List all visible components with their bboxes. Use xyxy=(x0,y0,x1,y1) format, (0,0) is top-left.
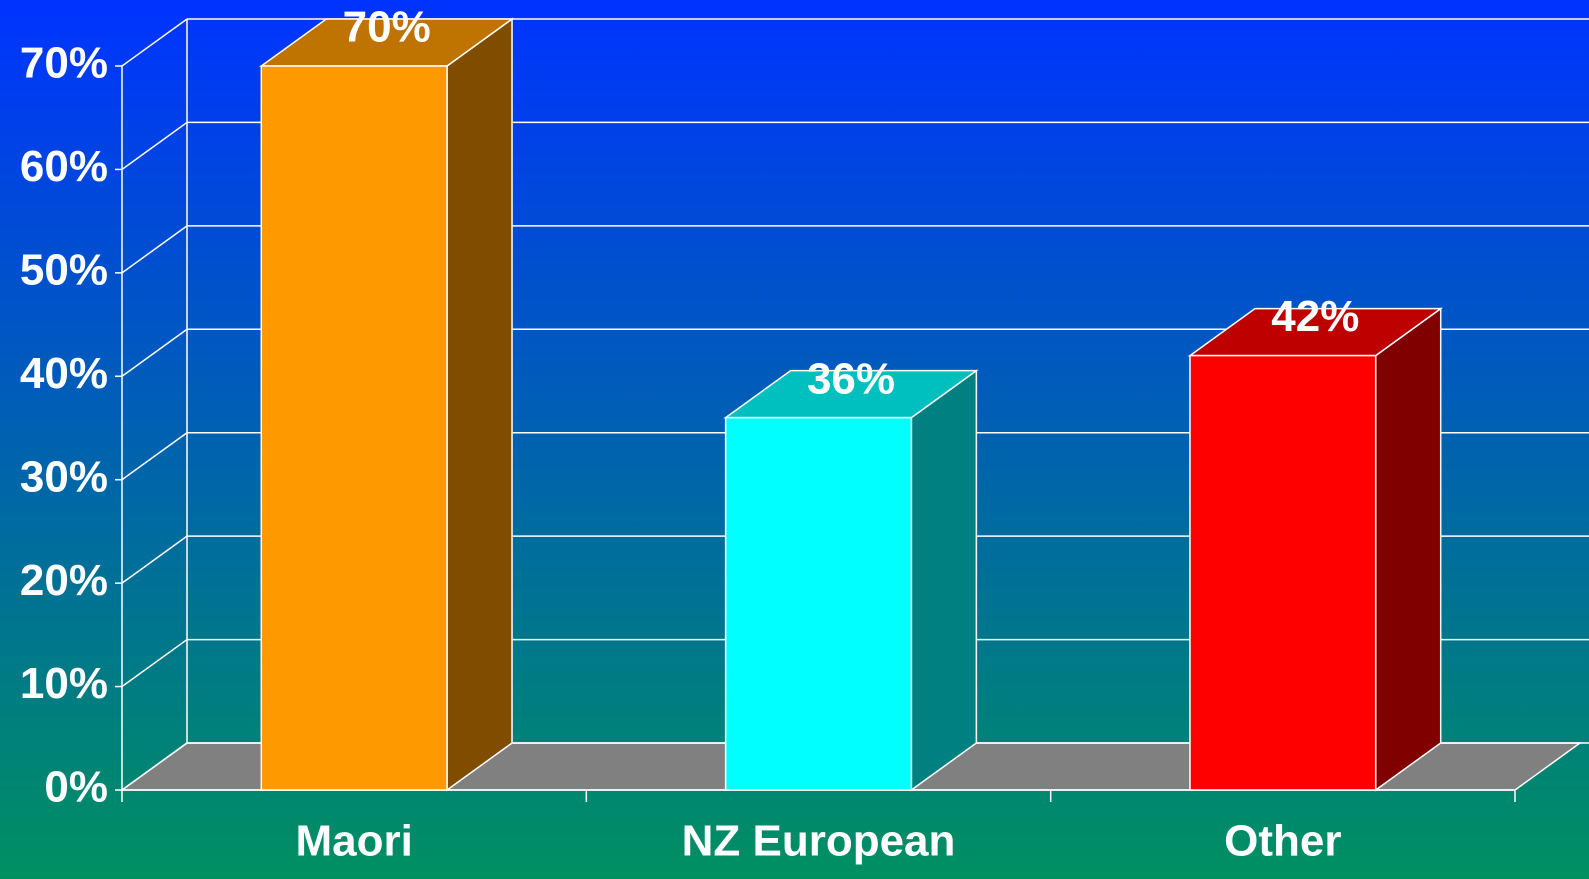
x-tick-label: NZ European xyxy=(682,817,956,866)
bar xyxy=(260,65,448,791)
y-tick-label: 0% xyxy=(44,763,108,812)
y-tick-label: 20% xyxy=(20,556,108,605)
wall-grid-line xyxy=(121,18,188,67)
y-tick-label: 30% xyxy=(20,452,108,501)
wall-grid-line xyxy=(121,225,188,274)
y-tick-label: 60% xyxy=(20,142,108,191)
y-tick-label: 70% xyxy=(20,39,108,88)
wall-grid-line xyxy=(121,638,188,688)
y-tick-label: 10% xyxy=(20,659,108,708)
x-tick-label: Other xyxy=(1224,817,1341,866)
value-label: 42% xyxy=(1271,292,1359,341)
wall-grid-line xyxy=(121,742,188,791)
bar xyxy=(1189,354,1377,791)
bar-side xyxy=(910,369,978,792)
value-label: 36% xyxy=(807,354,895,403)
value-label: 70% xyxy=(343,3,431,52)
bar-side xyxy=(1374,307,1442,792)
wall-grid-line xyxy=(121,432,188,481)
wall-grid-line xyxy=(121,328,188,377)
bar xyxy=(724,416,913,791)
x-tick-label: Maori xyxy=(295,817,412,866)
y-tick-label: 40% xyxy=(20,349,108,398)
wall-grid-line xyxy=(121,535,188,584)
wall-grid-line xyxy=(121,121,188,171)
bar-side xyxy=(446,17,513,792)
y-tick-label: 50% xyxy=(20,245,108,294)
